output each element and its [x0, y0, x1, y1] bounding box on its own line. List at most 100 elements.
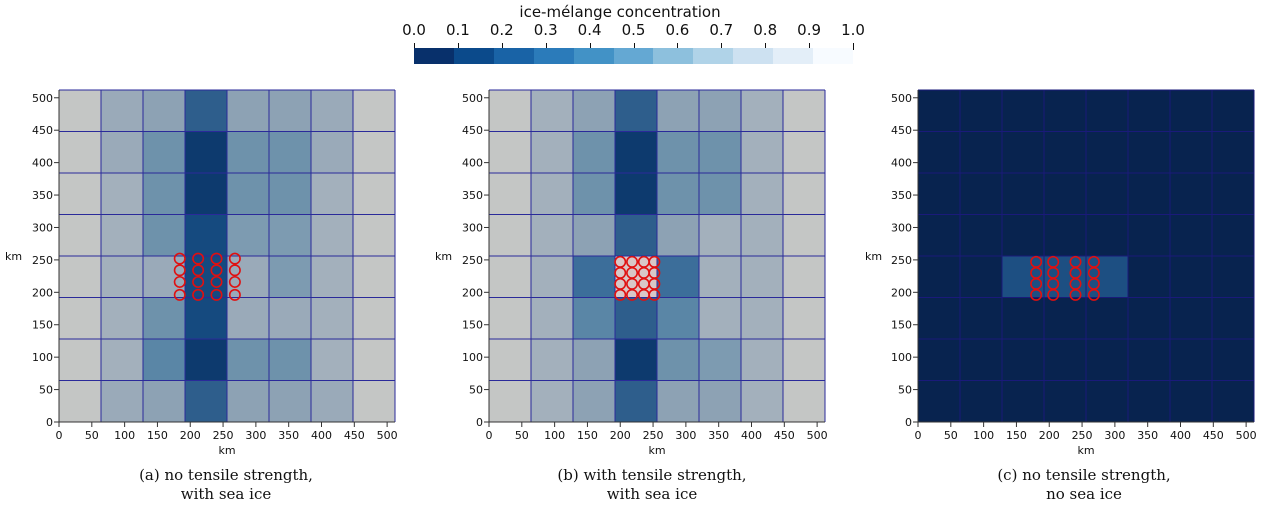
grid-cell: [1128, 380, 1170, 422]
grid-cell: [1212, 297, 1254, 339]
grid-cell: [699, 214, 741, 256]
grid-cell: [573, 297, 615, 339]
y-axis-label: km: [5, 250, 22, 263]
grid-cell: [918, 256, 960, 298]
y-tick-label: 100: [32, 351, 53, 364]
grid-cell: [59, 131, 101, 173]
colorbar-segment: [493, 48, 534, 64]
grid-cell: [311, 297, 353, 339]
grid-cell: [227, 339, 269, 381]
grid-cell: [783, 297, 825, 339]
grid-cell: [101, 90, 143, 132]
grid-cell: [185, 131, 227, 173]
grid-cell: [311, 339, 353, 381]
grid-cell: [185, 173, 227, 215]
x-tick-label: 150: [147, 429, 168, 442]
grid-cell: [269, 380, 311, 422]
grid-cell: [143, 214, 185, 256]
grid-cell: [573, 214, 615, 256]
grid-cell: [573, 339, 615, 381]
marker-circle: [228, 275, 241, 288]
grid-cell: [615, 297, 657, 339]
y-tick-label: 450: [462, 124, 483, 137]
grid-cell: [741, 297, 783, 339]
grid-cell: [918, 131, 960, 173]
marker-circle: [173, 288, 186, 301]
x-tick-label: 400: [1170, 429, 1191, 442]
grid-cell: [699, 90, 741, 132]
grid-cell: [101, 297, 143, 339]
grid-cell: [143, 380, 185, 422]
grid-cell: [269, 90, 311, 132]
grid-cell: [227, 380, 269, 422]
colorbar-segment: [453, 48, 494, 64]
colorbar-tick-label: 0.2: [489, 21, 514, 39]
grid-cell: [1212, 173, 1254, 215]
grid-cell: [1212, 90, 1254, 132]
grid-cell: [269, 173, 311, 215]
colorbar-segment: [773, 48, 814, 64]
y-tick-label: 0: [905, 416, 912, 429]
grid-cell: [741, 380, 783, 422]
grid-cell: [1044, 173, 1086, 215]
y-tick-label: 150: [32, 319, 53, 332]
grid-cell: [918, 380, 960, 422]
grid-cell: [615, 173, 657, 215]
caption-c-line2: no sea ice: [1046, 485, 1122, 503]
grid-cell: [185, 90, 227, 132]
caption-a-line1: (a) no tensile strength,: [139, 466, 313, 484]
marker-circle: [228, 264, 241, 277]
grid-cell: [59, 339, 101, 381]
x-tick-label: 100: [114, 429, 135, 442]
x-axis-label: km: [648, 444, 665, 457]
marker-circle: [192, 264, 205, 277]
grid-cell: [918, 297, 960, 339]
grid-cell: [1212, 214, 1254, 256]
grid-cell: [918, 339, 960, 381]
grid-cell: [783, 339, 825, 381]
caption-b: (b) with tensile strength, with sea ice: [522, 466, 782, 504]
grid-cell: [657, 131, 699, 173]
marker-circle: [626, 255, 639, 268]
grid-cell: [1044, 297, 1086, 339]
colorbar-tick-label: 0.6: [665, 21, 690, 39]
x-tick-label: 150: [577, 429, 598, 442]
x-tick-label: 450: [1203, 429, 1224, 442]
x-tick-label: 50: [515, 429, 529, 442]
x-tick-label: 400: [741, 429, 762, 442]
x-tick-label: 0: [486, 429, 493, 442]
grid-cell: [531, 131, 573, 173]
grid-cell: [1128, 214, 1170, 256]
y-tick-label: 150: [462, 319, 483, 332]
colorbar-segment: [653, 48, 694, 64]
grid-cell: [531, 173, 573, 215]
grid-cell: [1044, 90, 1086, 132]
grid-cell: [227, 131, 269, 173]
x-tick-label: 300: [1104, 429, 1125, 442]
grid-cell: [185, 214, 227, 256]
grid-cell: [531, 90, 573, 132]
grid-cell: [918, 173, 960, 215]
grid-cell: [1212, 380, 1254, 422]
colorbar-tick-label: 0.5: [621, 21, 646, 39]
grid-cell: [1086, 256, 1128, 298]
grid-cell: [918, 90, 960, 132]
grid-cell: [101, 131, 143, 173]
grid-cell: [1086, 214, 1128, 256]
x-tick-label: 350: [708, 429, 729, 442]
panel-c: 0 50 100 150 200 250 300 350 400 450 500 0 50 100 150 2…: [860, 70, 1266, 464]
grid-cell: [783, 214, 825, 256]
y-tick-label: 200: [32, 286, 53, 299]
marker-circle: [173, 264, 186, 277]
grid-cell: [269, 214, 311, 256]
grid-cell: [1128, 131, 1170, 173]
grid-cell: [101, 214, 143, 256]
grid-cell: [311, 131, 353, 173]
y-tick-label: 50: [898, 384, 912, 397]
grid-cell: [489, 214, 531, 256]
marker-circle: [192, 252, 205, 265]
grid-cell: [1170, 131, 1212, 173]
y-tick-label: 500: [891, 92, 912, 105]
grid-cell: [143, 339, 185, 381]
grid-cell: [657, 173, 699, 215]
